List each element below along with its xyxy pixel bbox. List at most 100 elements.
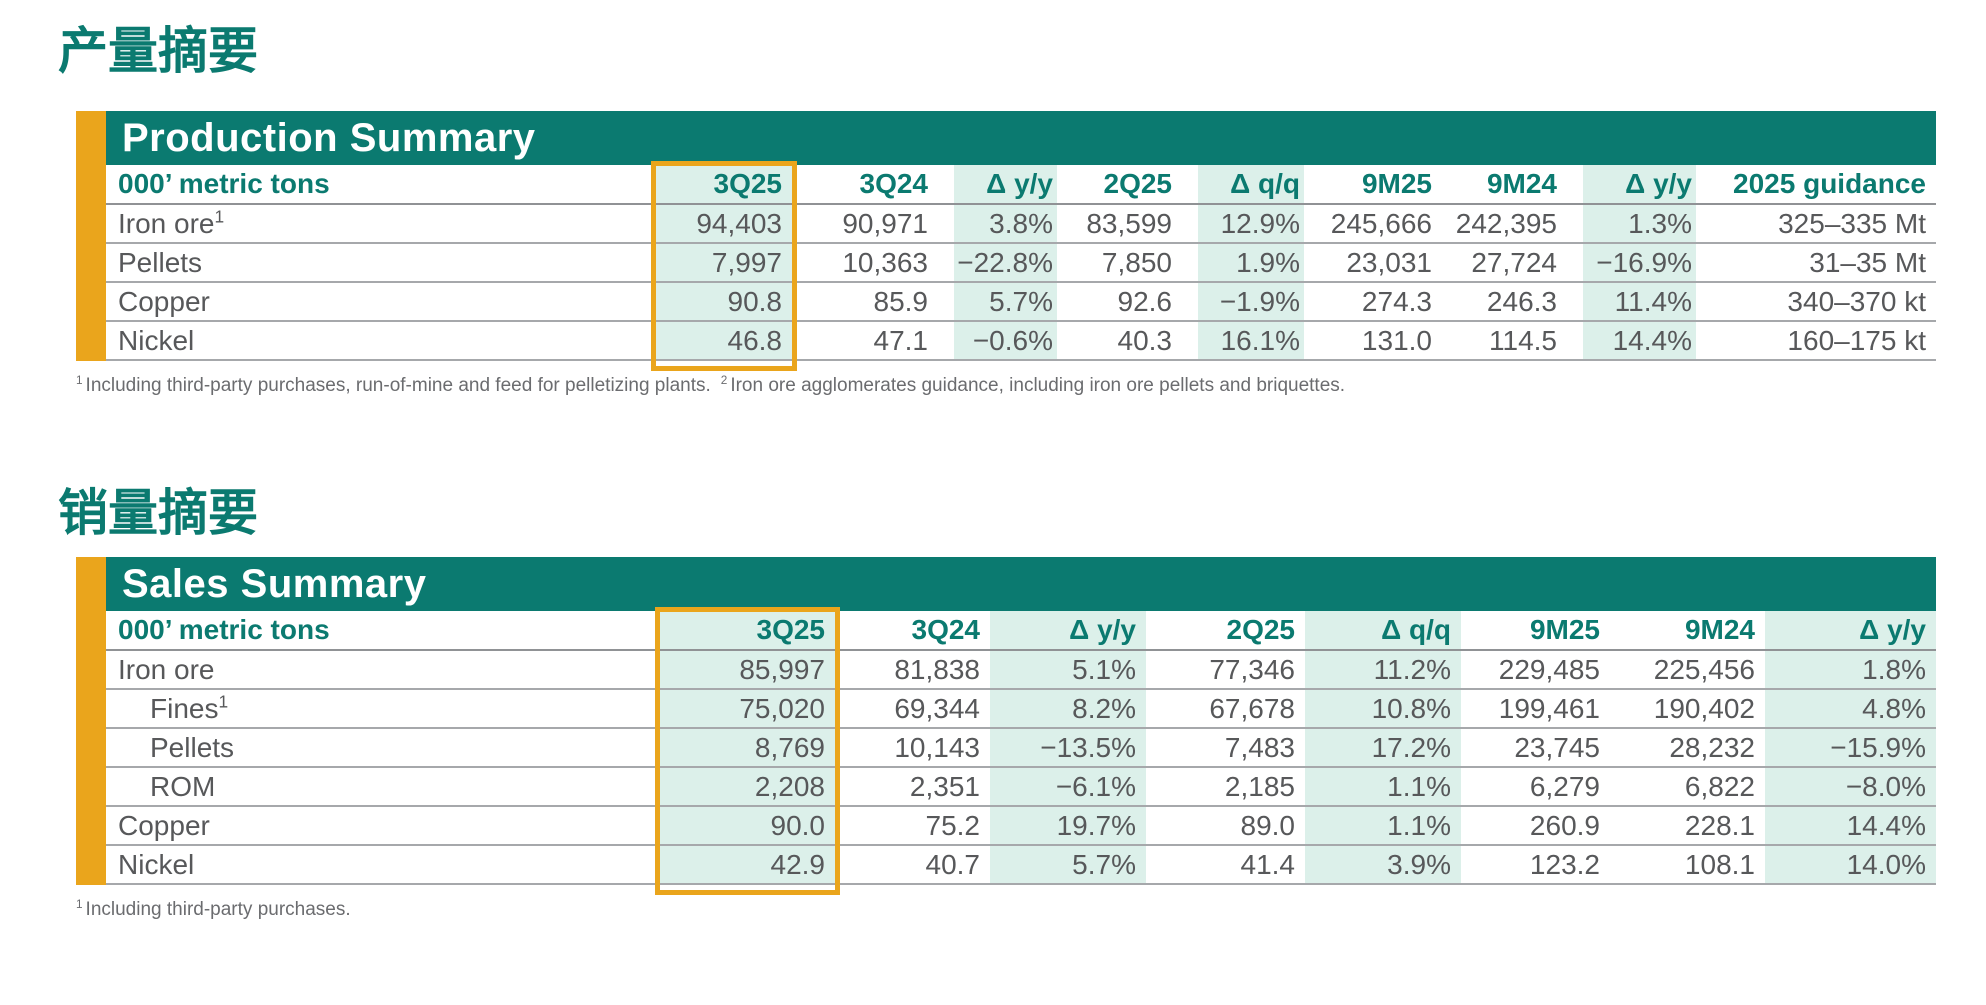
column-header: 3Q24	[911, 614, 981, 645]
cell: 23,031	[1310, 242, 1442, 282]
row-label: Nickel	[106, 844, 660, 884]
cell: 6,279	[1461, 766, 1610, 806]
cell: 90,971	[792, 203, 938, 243]
cell: 242,395	[1442, 203, 1567, 243]
table-row: Copper 90.8 85.9 5.7% 92.6 −1.9% 274.3 246.3 11.…	[106, 281, 1936, 321]
report-page: 产量摘要 Production Summary 000’ metric tons…	[0, 24, 1986, 921]
cell: 75,020	[660, 688, 835, 728]
cell: 81,838	[835, 649, 990, 689]
cell: 11.4%	[1567, 281, 1702, 321]
cell: 14.0%	[1765, 844, 1936, 884]
cell: 41.4	[1146, 844, 1305, 884]
cell: 3.9%	[1305, 844, 1461, 884]
cell: 14.4%	[1765, 805, 1936, 845]
column-header: Δ y/y	[1567, 165, 1702, 204]
footnote-marker: 2	[720, 373, 728, 387]
cell: 2,351	[835, 766, 990, 806]
footnote-marker: 1	[76, 897, 83, 911]
row-label: Pellets	[106, 242, 656, 282]
production-section: 产量摘要 Production Summary 000’ metric tons…	[0, 24, 1986, 397]
table-row: Iron ore 85,997 81,838 5.1% 77,346 11.2% 229,4…	[106, 649, 1936, 689]
row-label: ROM	[106, 766, 660, 806]
cell: 225,456	[1610, 649, 1765, 689]
cell: 94,403	[656, 203, 792, 243]
cell: 3.8%	[938, 203, 1063, 243]
cell: 246.3	[1442, 281, 1567, 321]
production-heading-cn: 产量摘要	[58, 21, 258, 80]
cell: 23,745	[1461, 727, 1610, 767]
column-header: Δ q/q	[1182, 165, 1310, 204]
cell: 40.3	[1063, 320, 1182, 360]
cell: 16.1%	[1182, 320, 1310, 360]
cell: 199,461	[1461, 688, 1610, 728]
cell: 229,485	[1461, 649, 1610, 689]
row-label: Pellets	[106, 727, 660, 767]
cell: 67,678	[1146, 688, 1305, 728]
cell: −8.0%	[1765, 766, 1936, 806]
table-row: ROM 2,208 2,351 −6.1% 2,185 1.1% 6,279 6,822 −8.…	[106, 766, 1936, 806]
column-header: 2Q25	[1226, 614, 1296, 645]
cell: 11.2%	[1305, 649, 1461, 689]
column-header: 9M25	[1529, 614, 1600, 645]
cell: −0.6%	[938, 320, 1063, 360]
cell: 42.9	[660, 844, 835, 884]
footnote-marker: 1	[214, 206, 225, 227]
cell: 5.7%	[938, 281, 1063, 321]
footnote-segment: 1 Including third-party purchases.	[76, 897, 351, 920]
column-header: 2025 guidance	[1733, 168, 1926, 199]
cell: 4.8%	[1765, 688, 1936, 728]
sales-data-table: 000’ metric tons 3Q25 3Q24 Δ y/y 2Q25 Δ q/q 9…	[106, 611, 1936, 885]
cell: 123.2	[1461, 844, 1610, 884]
cell: 7,850	[1063, 242, 1182, 282]
footnote-segment: 2 Iron ore agglomerates guidance, includi…	[720, 373, 1346, 396]
cell: 46.8	[656, 320, 792, 360]
column-header: Δ y/y	[938, 165, 1063, 204]
cell: 27,724	[1442, 242, 1567, 282]
column-header: 2Q25	[1103, 168, 1173, 199]
row-label: Copper	[106, 805, 660, 845]
cell: −1.9%	[1182, 281, 1310, 321]
cell: 69,344	[835, 688, 990, 728]
cell: 108.1	[1610, 844, 1765, 884]
unit-label: 000’ metric tons	[118, 614, 330, 645]
row-label: Nickel	[106, 320, 656, 360]
sales-table: Sales Summary 000’ metric tons 3Q25 3Q24 Δ…	[76, 557, 1936, 895]
cell: 10,143	[835, 727, 990, 767]
cell: 12.9%	[1182, 203, 1310, 243]
cell: 190,402	[1610, 688, 1765, 728]
cell: 17.2%	[1305, 727, 1461, 767]
cell: 77,346	[1146, 649, 1305, 689]
cell: 8.2%	[990, 688, 1146, 728]
sales-footnote: 1 Including third-party purchases.	[76, 897, 1986, 921]
sales-section: 销量摘要 Sales Summary 000’ metric tons 3Q25…	[0, 486, 1986, 921]
cell: 7,997	[656, 242, 792, 282]
cell: 114.5	[1442, 320, 1567, 360]
gold-accent-bar	[76, 111, 106, 361]
column-header-row: 000’ metric tons 3Q25 3Q24 Δ y/y 2Q25 Δ q/q 9…	[106, 611, 1936, 650]
cell: 85.9	[792, 281, 938, 321]
cell: 131.0	[1310, 320, 1442, 360]
cell: 325–335 Mt	[1702, 203, 1936, 243]
table-row: Copper 90.0 75.2 19.7% 89.0 1.1% 260.9 228.1 14.…	[106, 805, 1936, 845]
column-header: 3Q24	[859, 168, 929, 199]
cell: −15.9%	[1765, 727, 1936, 767]
column-header: Δ q/q	[1305, 611, 1461, 650]
cell: 1.8%	[1765, 649, 1936, 689]
unit-label: 000’ metric tons	[118, 168, 330, 199]
cell: 1.1%	[1305, 766, 1461, 806]
cell: −16.9%	[1567, 242, 1702, 282]
gold-accent-bar	[76, 557, 106, 885]
cell: 5.1%	[990, 649, 1146, 689]
table-row: Nickel 42.9 40.7 5.7% 41.4 3.9% 123.2 108.1 14.0…	[106, 844, 1936, 884]
cell: 28,232	[1610, 727, 1765, 767]
cell: 85,997	[660, 649, 835, 689]
cell: 260.9	[1461, 805, 1610, 845]
cell: 89.0	[1146, 805, 1305, 845]
cell: 2,185	[1146, 766, 1305, 806]
cell: 1.1%	[1305, 805, 1461, 845]
cell: −22.8%	[938, 242, 1063, 282]
cell: 274.3	[1310, 281, 1442, 321]
row-label: Fines1	[106, 688, 660, 728]
cell: 160–175 kt	[1702, 320, 1936, 360]
footnote-marker: 1	[218, 691, 229, 712]
